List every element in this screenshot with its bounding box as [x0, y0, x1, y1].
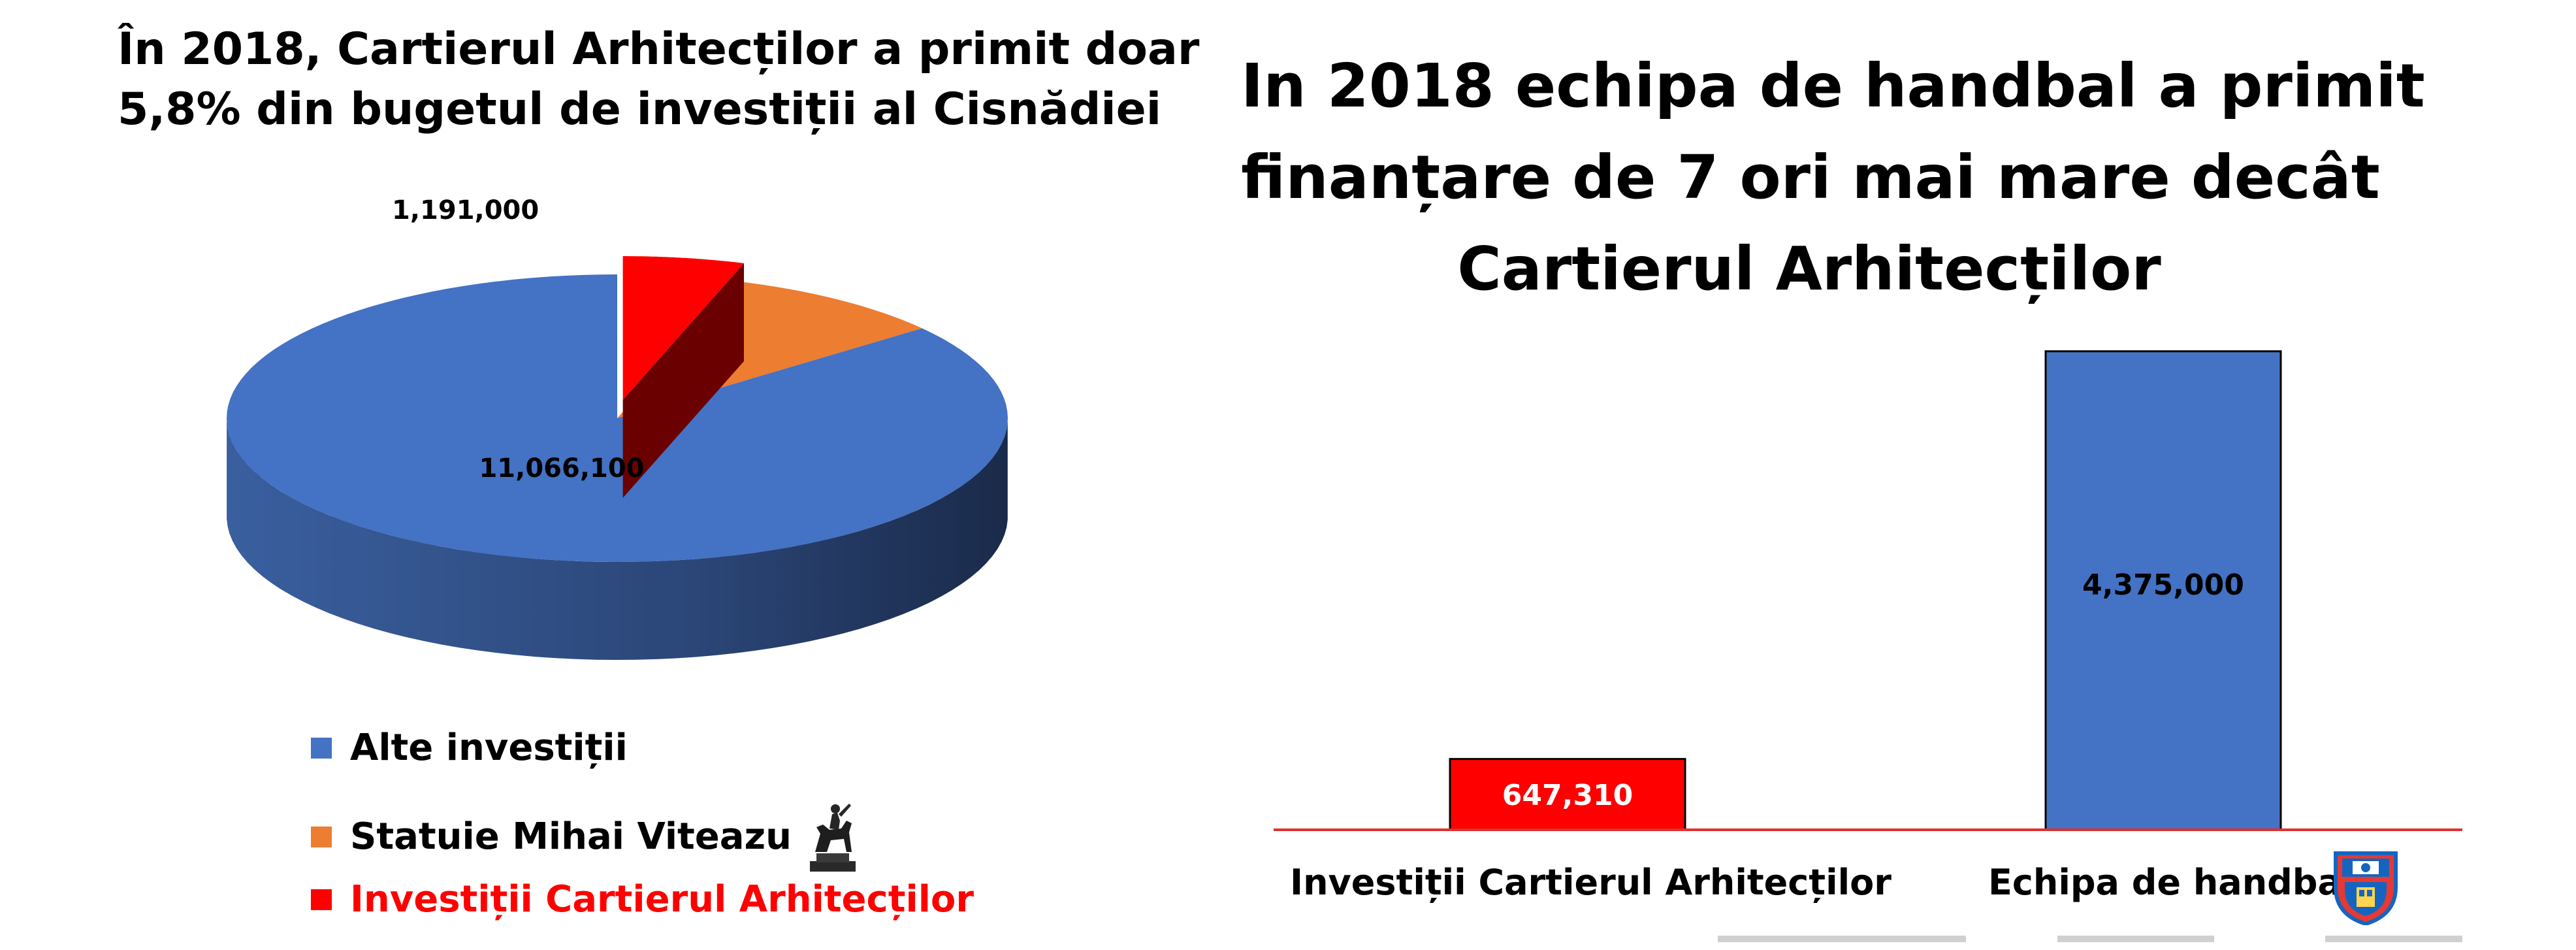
pie-slice-side	[227, 421, 1008, 660]
bar-category-label-handbal: Echipa de handbal	[1988, 862, 2354, 903]
pie-chart-title: În 2018, Cartierul Arhitecților a primit…	[118, 20, 1200, 140]
pie-slice-top	[622, 256, 744, 401]
legend-swatch	[311, 889, 332, 910]
bar-chart: 647,310 4,375,000	[1274, 350, 2462, 831]
legend-label: Alte investiții	[350, 727, 628, 769]
legend-item-statuie-mihai-viteazu: Statuie Mihai Viteazu	[311, 801, 862, 873]
bar-chart-title: In 2018 echipa de handbal a primit finan…	[1241, 41, 2425, 315]
bar-category-label-investitii: Investiții Cartierul Arhitecților	[1290, 862, 1892, 903]
pie-data-label: 1,191,000	[392, 195, 539, 225]
bar-value-label: 647,310	[1502, 779, 1633, 812]
pie-data-label: 11,066,100	[479, 453, 644, 483]
bar-title-line-1: In 2018 echipa de handbal a primit	[1241, 51, 2425, 121]
bar	[2044, 350, 2282, 831]
bar-title-line-2: finanțare de 7 ori mai mare decât	[1241, 142, 2380, 212]
legend-item-alte-investitii: Alte investiții	[311, 725, 628, 771]
bar-value-label: 4,375,000	[2082, 568, 2244, 602]
legend-label: Statuie Mihai Viteazu	[350, 815, 792, 858]
legend-item-investitii-cartierul: Investiții Cartierul Arhitecților	[311, 877, 974, 923]
pie-title-line-2: 5,8% din bugetul de investiții al Cisnăd…	[118, 84, 1162, 135]
footer-mark	[2057, 936, 2214, 942]
pie-slice-wall	[622, 263, 745, 499]
bar-title-line-3: Cartierul Arhitecților	[1457, 234, 2161, 304]
legend-label: Investiții Cartierul Arhitecților	[350, 878, 974, 921]
pie-title-line-1: În 2018, Cartierul Arhitecților a primit…	[118, 24, 1200, 75]
legend-swatch	[311, 827, 332, 847]
pie-slice	[622, 256, 745, 499]
legend-swatch	[311, 738, 332, 759]
footer-mark	[2325, 936, 2462, 942]
footer-mark	[1718, 936, 1966, 942]
equestrian-statue-icon	[810, 804, 856, 872]
handball-club-crest-icon	[2334, 851, 2398, 925]
